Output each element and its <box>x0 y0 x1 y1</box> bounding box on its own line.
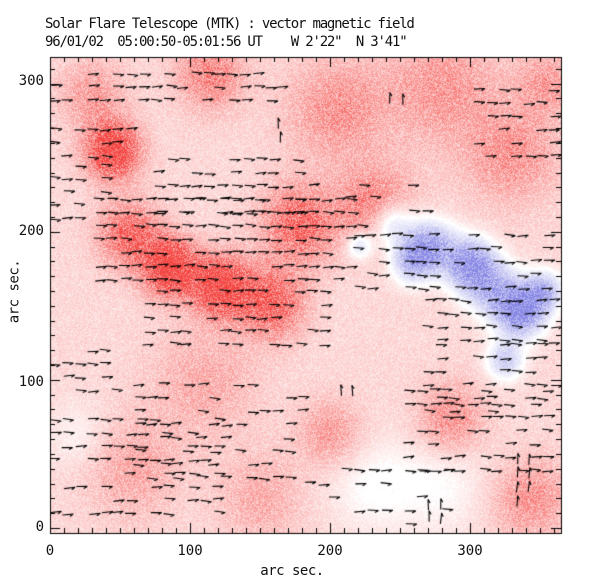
y-tick-label-100: 100 <box>18 374 44 390</box>
y-axis-label: arc sec. <box>6 259 23 324</box>
x-tick-label-100: 100 <box>177 543 203 559</box>
x-tick-label-300: 300 <box>457 543 483 559</box>
y-tick-label-0: 0 <box>35 519 44 535</box>
x-axis-label: arc sec. <box>260 563 324 579</box>
x-tick-label-200: 200 <box>317 543 343 559</box>
y-tick-label-300: 300 <box>18 73 44 89</box>
x-tick-label-0: 0 <box>45 543 55 559</box>
y-tick-label-200: 200 <box>18 223 44 239</box>
